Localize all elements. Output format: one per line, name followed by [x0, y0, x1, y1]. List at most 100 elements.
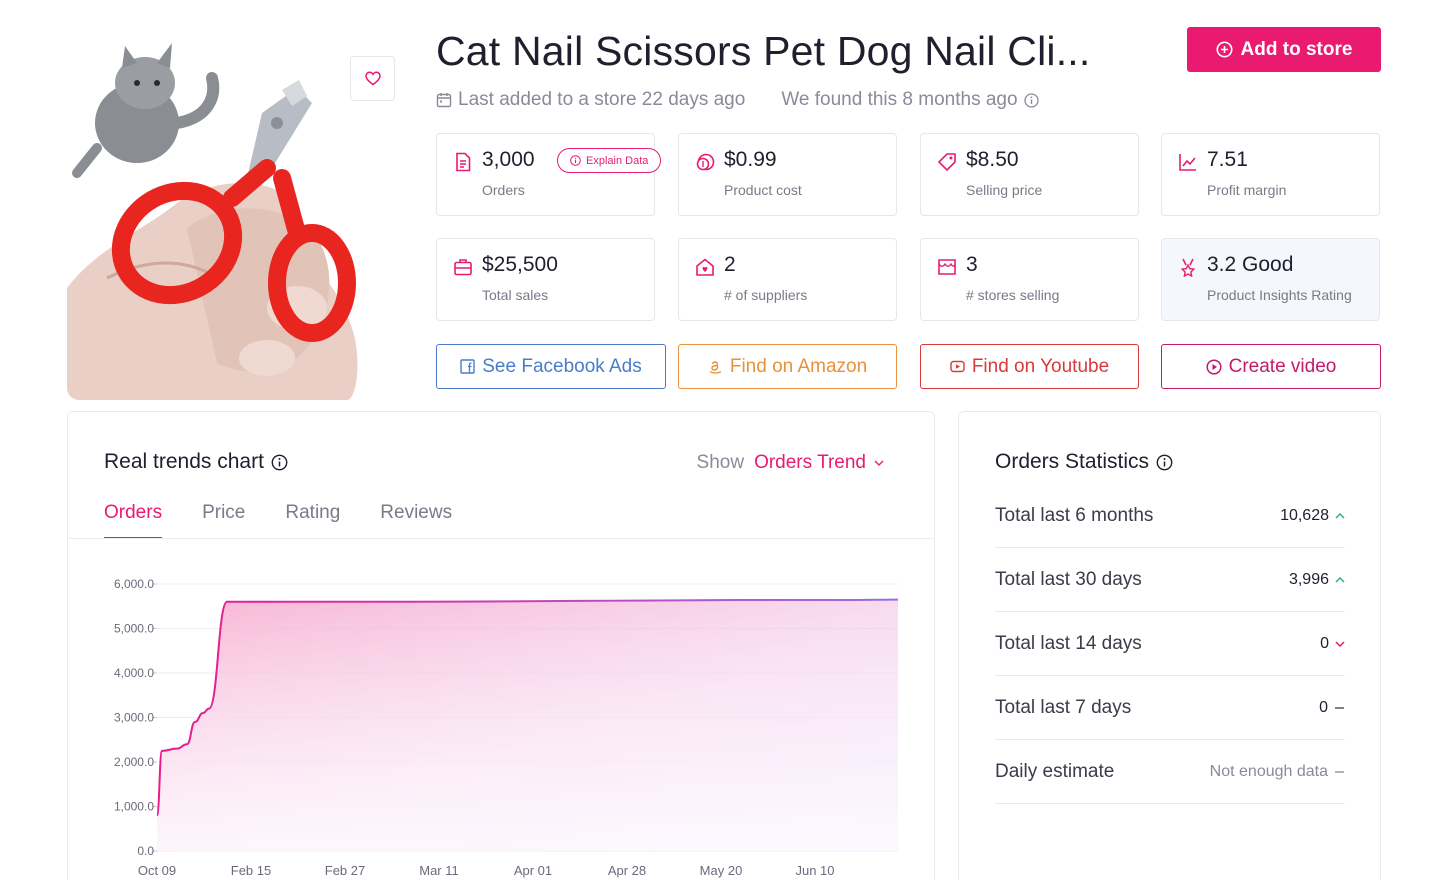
last-added-text: Last added to a store 22 days ago	[458, 89, 746, 110]
selling-price-label: Selling price	[966, 182, 1043, 198]
info-icon[interactable]	[1156, 454, 1173, 471]
chevron-up-icon	[1335, 576, 1345, 583]
chevron-down-icon	[1335, 640, 1345, 647]
orders-label: Orders	[482, 182, 525, 198]
explain-data-label: Explain Data	[586, 154, 649, 167]
stat-card-selling-price: $8.50 Selling price	[920, 133, 1139, 216]
stat-card-orders: 3,000 Orders Explain Data	[436, 133, 662, 216]
amazon-button[interactable]: Find on Amazon	[678, 344, 897, 389]
stat-card-total-sales: $25,500 Total sales	[436, 238, 655, 321]
house-icon	[696, 258, 714, 276]
stat-row-name: Total last 30 days	[995, 568, 1142, 590]
tab-price[interactable]: Price	[202, 502, 246, 523]
stat-row-daily-estimate: Daily estimate Not enough data	[995, 740, 1345, 804]
stat-row-7-days: Total last 7 days 0	[995, 676, 1345, 740]
insights-rating-value: 3.2 Good	[1207, 253, 1294, 276]
stat-row-number: 0	[1319, 698, 1328, 716]
y-tick-label: 0.0	[137, 844, 154, 858]
stat-row-14-days: Total last 14 days 0	[995, 612, 1345, 676]
product-photo	[67, 43, 358, 400]
tabs-divider	[68, 538, 934, 539]
x-tick-label: Jun 10	[795, 863, 834, 878]
plus-circle-icon	[1216, 41, 1233, 58]
x-tick-label: Mar 11	[419, 863, 459, 878]
stat-row-value: Not enough data	[1210, 763, 1345, 781]
stat-card-profit-margin: 7.51 Profit margin	[1161, 133, 1380, 216]
stat-row-30-days: Total last 30 days 3,996	[995, 548, 1345, 612]
orders-area-fade	[157, 599, 898, 851]
stat-row-value: 0	[1319, 699, 1345, 717]
info-icon[interactable]	[271, 454, 288, 471]
profit-margin-label: Profit margin	[1207, 182, 1287, 198]
y-tick-label: 2,000.0	[114, 755, 154, 769]
stat-row-value: 0	[1320, 635, 1345, 653]
product-image	[67, 28, 367, 400]
chevron-up-icon	[1335, 512, 1345, 519]
x-tick-label: Feb 15	[231, 863, 271, 878]
briefcase-icon	[454, 259, 472, 276]
create-video-button[interactable]: Create video	[1161, 344, 1381, 389]
trends-title-text: Real trends chart	[104, 450, 264, 473]
tab-rating[interactable]: Rating	[285, 502, 341, 523]
facebook-ads-button[interactable]: See Facebook Ads	[436, 344, 666, 389]
trends-title: Real trends chart	[104, 450, 288, 474]
youtube-icon	[950, 360, 965, 373]
x-tick-label: Apr 01	[514, 863, 552, 878]
stat-row-name: Daily estimate	[995, 760, 1115, 782]
explain-data-button[interactable]: Explain Data	[557, 148, 662, 173]
favorite-button[interactable]	[350, 56, 395, 101]
orders-statistics-panel: Orders Statistics Total last 6 months 10…	[958, 411, 1381, 880]
stat-row-6-months: Total last 6 months 10,628	[995, 484, 1345, 548]
amazon-icon	[709, 361, 722, 374]
stat-row-number: Not enough data	[1209, 762, 1328, 780]
show-label: Show	[696, 452, 745, 473]
product-cost-value: $0.99	[724, 148, 777, 171]
youtube-button[interactable]: Find on Youtube	[920, 344, 1139, 389]
x-axis-ticks: Oct 09 Feb 15 Feb 27 Mar 11 Apr 01 Apr 28 May …	[138, 863, 835, 878]
stat-row-number: 0	[1320, 634, 1329, 652]
orders-value: 3,000	[482, 148, 535, 171]
stat-row-name: Total last 6 months	[995, 504, 1154, 526]
stat-row-number: 3,996	[1288, 570, 1329, 588]
tab-reviews[interactable]: Reviews	[380, 502, 453, 523]
heart-icon	[364, 71, 381, 86]
suppliers-value: 2	[724, 253, 736, 276]
stat-row-name: Total last 7 days	[995, 696, 1132, 718]
chevron-down-icon	[874, 460, 884, 466]
y-axis-ticks: 0.0 1,000.0 2,000.0 3,000.0 4,000.0 5,000.0 6,…	[114, 577, 157, 858]
found-text: We found this 8 months ago	[781, 89, 1018, 110]
total-sales-label: Total sales	[482, 287, 549, 303]
info-icon[interactable]	[1023, 92, 1039, 108]
stores-selling-value: 3	[966, 253, 978, 276]
add-to-store-label: Add to store	[1240, 38, 1353, 60]
play-circle-icon	[1206, 358, 1222, 375]
stat-card-suppliers: 2 # of suppliers	[678, 238, 897, 321]
orders-line	[156, 598, 899, 817]
trend-type-dropdown[interactable]: Orders Trend	[754, 452, 884, 474]
stores-selling-label: # stores selling	[966, 287, 1060, 303]
stat-card-insights-rating: 3.2 Good Product Insights Rating	[1161, 238, 1380, 321]
y-tick-label: 4,000.0	[114, 666, 154, 680]
add-to-store-button[interactable]: Add to store	[1187, 27, 1381, 72]
total-sales-value: $25,500	[482, 253, 558, 276]
facebook-icon	[460, 359, 475, 374]
award-icon	[1180, 258, 1196, 277]
orders-statistics-title-text: Orders Statistics	[995, 450, 1150, 473]
product-cost-label: Product cost	[724, 182, 802, 198]
calendar-icon	[436, 93, 452, 108]
stat-card-product-cost: $0.99 Product cost	[678, 133, 897, 216]
suppliers-label: # of suppliers	[724, 287, 808, 303]
y-tick-label: 1,000.0	[114, 800, 154, 814]
stat-row-value: 3,996	[1289, 571, 1345, 589]
x-tick-label: Oct 09	[138, 863, 176, 878]
document-icon	[456, 152, 471, 172]
trend-icon	[1179, 154, 1196, 171]
product-meta: Last added to a store 22 days ago We fou…	[436, 89, 1039, 111]
stat-row-name: Total last 14 days	[995, 632, 1142, 654]
coins-icon	[696, 153, 715, 171]
x-tick-label: Apr 28	[608, 863, 646, 878]
orders-trend-chart: 0.0 1,000.0 2,000.0 3,000.0 4,000.0 5,000.0 6,…	[114, 577, 899, 878]
show-selector: Show Orders Trend	[697, 452, 884, 474]
amazon-label: Find on Amazon	[729, 355, 868, 377]
y-tick-label: 6,000.0	[114, 577, 154, 591]
